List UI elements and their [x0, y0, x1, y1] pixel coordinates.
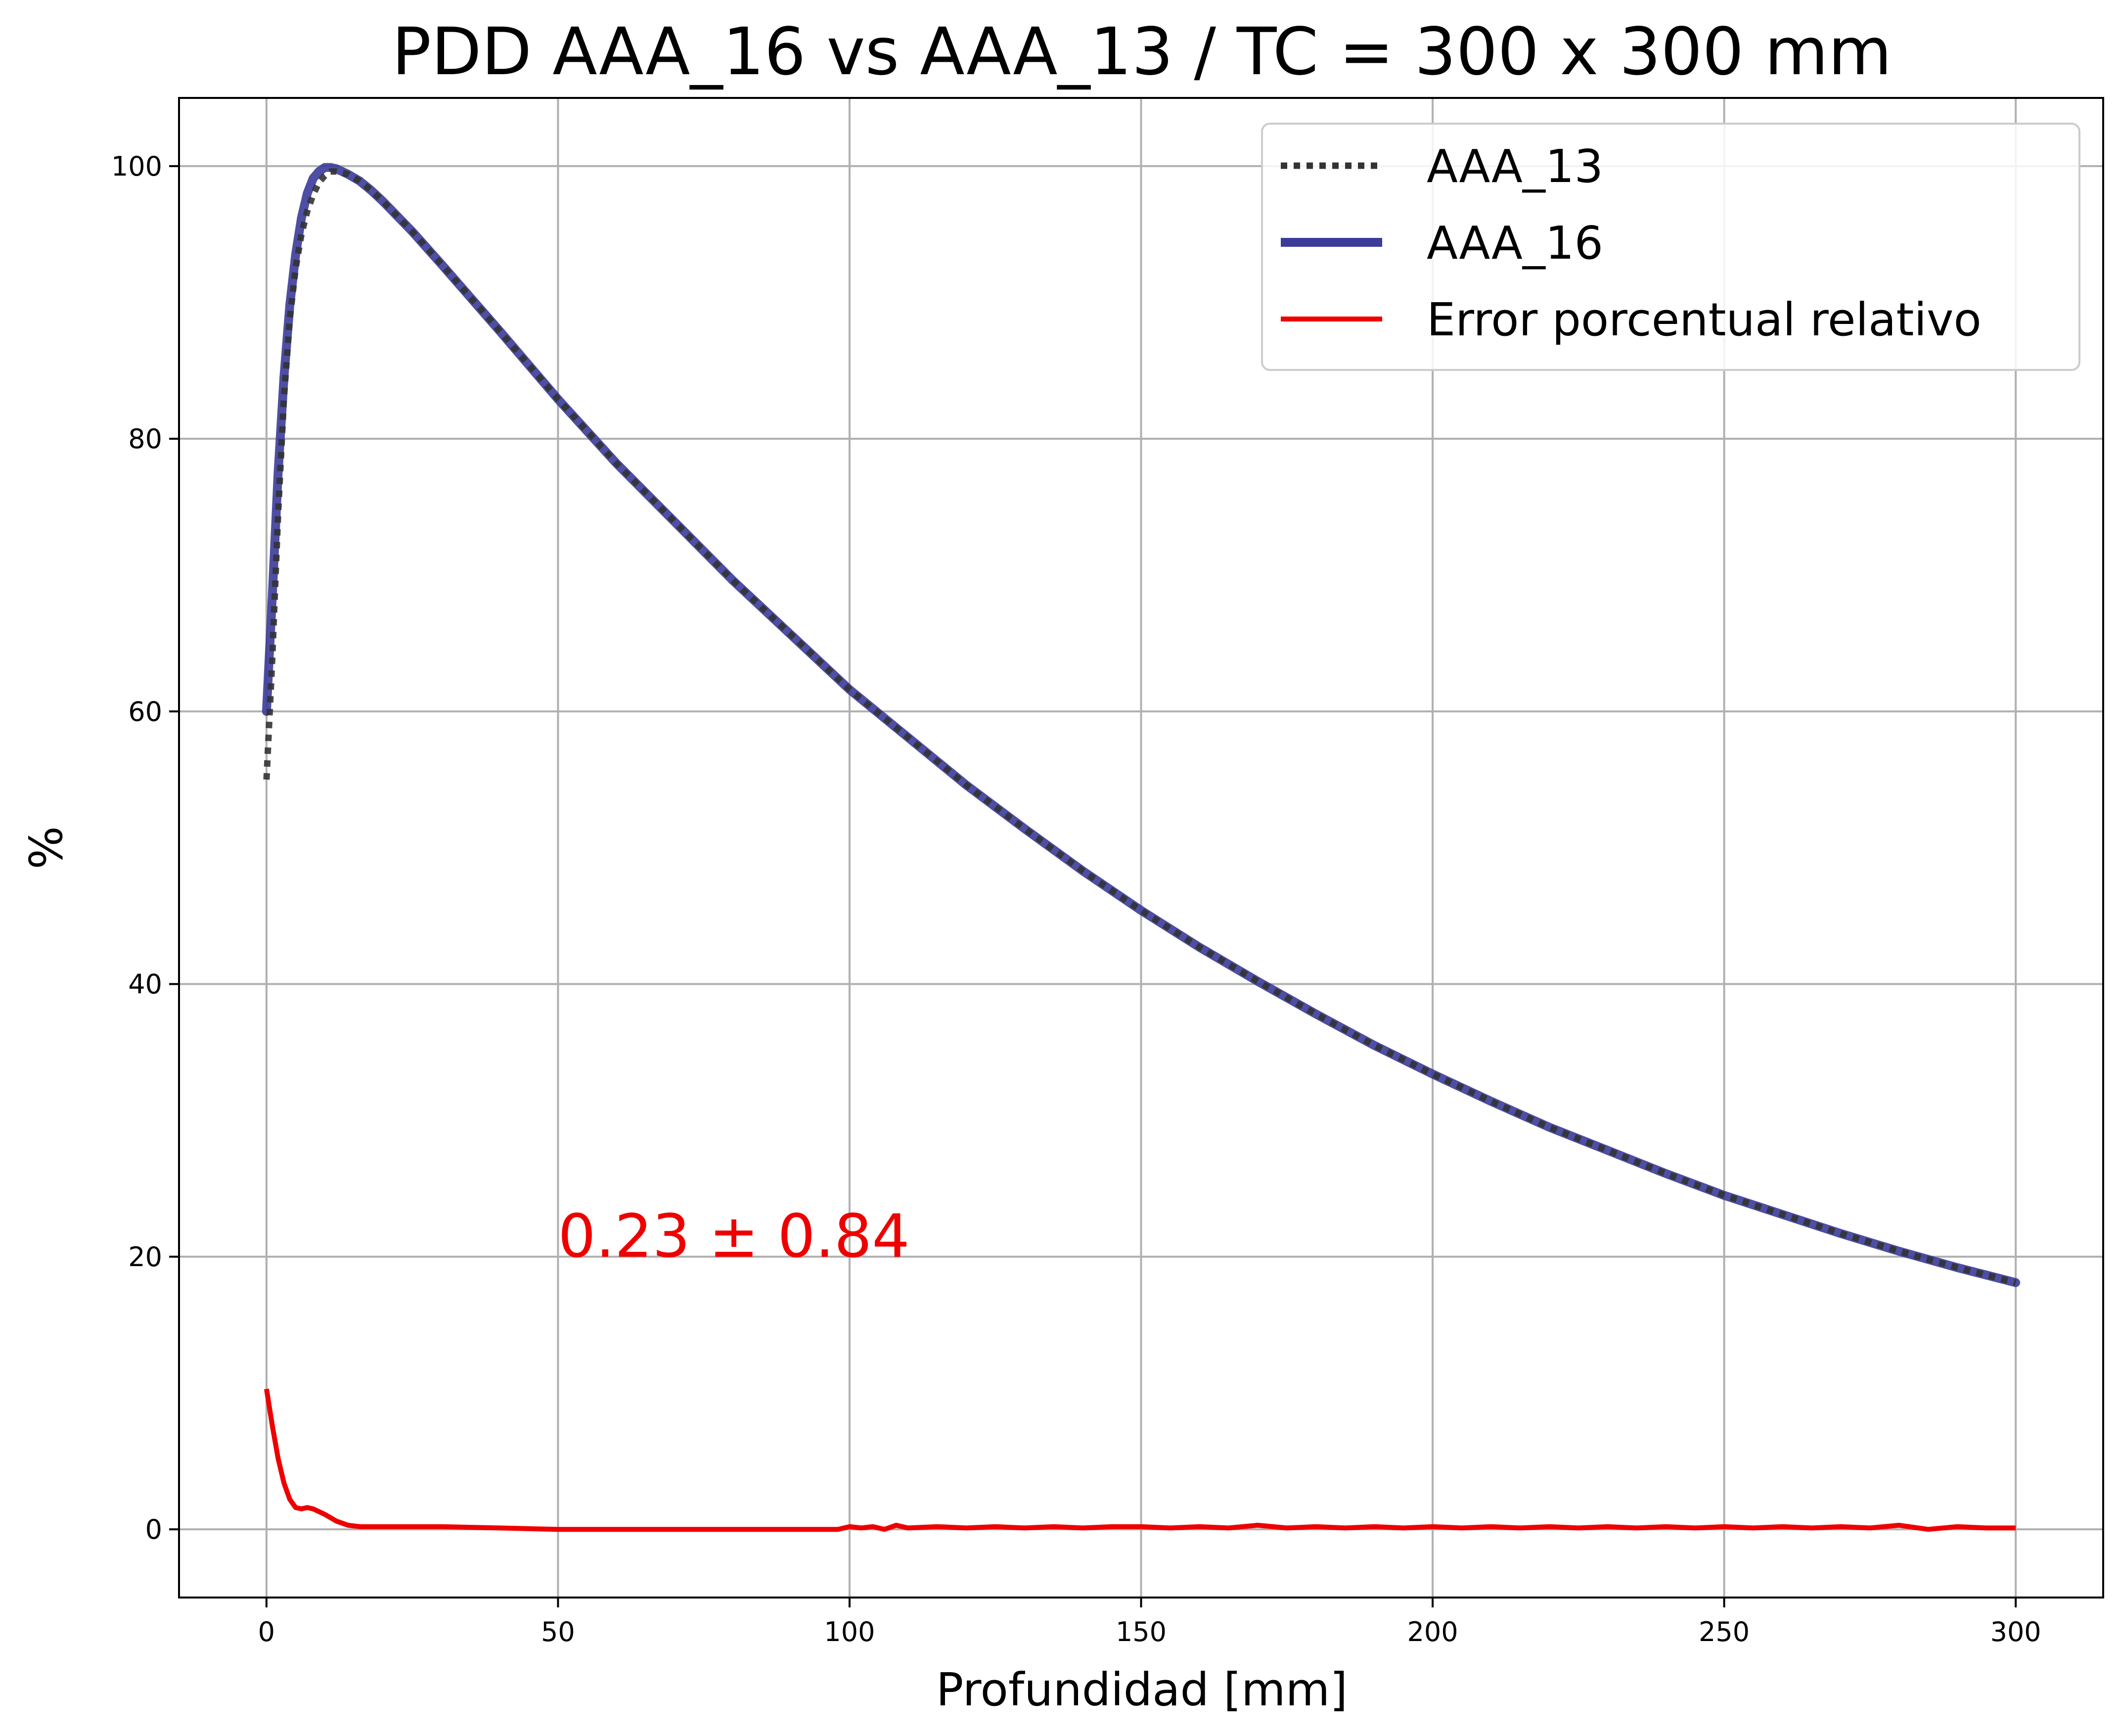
x-tick-label: 250: [1699, 1616, 1750, 1647]
y-tick-label: 80: [128, 423, 162, 455]
x-tick-label: 300: [1990, 1616, 2041, 1647]
error-annotation: 0.23 ± 0.84: [558, 1202, 909, 1271]
chart-title: PDD AAA_16 vs AAA_13 / TC = 300 x 300 mm: [392, 14, 1892, 90]
axis-ticks: 0 50 100 150 200 250 300 0 20 40 60 80 100: [111, 151, 2041, 1647]
y-tick-label: 100: [111, 151, 162, 182]
x-tick-label: 100: [824, 1616, 875, 1647]
y-tick-label: 60: [128, 696, 162, 727]
series-layer: [262, 163, 2021, 1532]
y-tick-label: 40: [128, 969, 162, 1000]
x-tick-label: 0: [258, 1616, 275, 1647]
x-tick-label: 50: [541, 1616, 575, 1647]
x-tick-label: 150: [1116, 1616, 1167, 1647]
legend-label-error-porcentual: Error porcentual relativo: [1427, 293, 1982, 346]
y-axis-title: %: [20, 826, 73, 869]
y-tick-label: 0: [145, 1514, 162, 1545]
x-axis-title: Profundidad [mm]: [936, 1663, 1348, 1716]
series-line-error-porcentual: [264, 1388, 2016, 1532]
y-tick-label: 20: [128, 1241, 162, 1273]
x-tick-label: 200: [1407, 1616, 1458, 1647]
legend-label-aaa-16: AAA_16: [1427, 217, 1603, 270]
legend-box: [1261, 123, 2080, 371]
series-line-aaa-13: [263, 168, 2017, 1286]
legend: AAA_13 AAA_16 Error porcentual relativo: [1261, 123, 2080, 371]
legend-label-aaa-13: AAA_13: [1427, 140, 1603, 193]
